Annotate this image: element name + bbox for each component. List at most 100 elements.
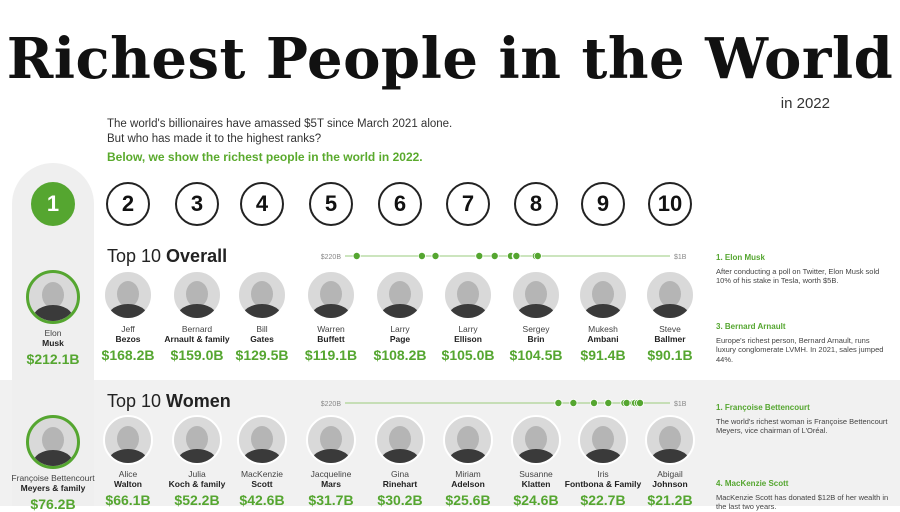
person-last-name: Meyers & family bbox=[20, 483, 86, 493]
person-first-name: Abigail bbox=[657, 469, 683, 479]
person-first-name: Bill bbox=[256, 324, 268, 334]
person-net-worth: $24.6B bbox=[513, 492, 559, 508]
rank-badge-5: 5 bbox=[309, 182, 353, 226]
person-net-worth: $21.2B bbox=[647, 492, 693, 508]
intro-highlight: Below, we show the richest people in the… bbox=[107, 150, 423, 164]
scale-overall: $220B $1B bbox=[321, 251, 687, 261]
person-last-name: Walton bbox=[113, 479, 142, 489]
photo-head-silhouette bbox=[42, 282, 64, 308]
person-last-name: Ballmer bbox=[654, 334, 686, 344]
scale-right-label: $1B bbox=[674, 401, 687, 408]
photo-head-silhouette bbox=[457, 281, 479, 307]
person-name: Françoise Bettencourt Meyers & family bbox=[9, 473, 97, 493]
note-4-text: MacKenzie Scott has donated $12B of her … bbox=[716, 492, 889, 512]
note-3-heading: 1. Françoise Bettencourt bbox=[716, 403, 810, 412]
scale-left-label: $220B bbox=[321, 401, 342, 408]
person-card: MacKenzie Scott $42.6B bbox=[218, 415, 306, 508]
rank-badge-9: 9 bbox=[581, 182, 625, 226]
photo-head-silhouette bbox=[186, 281, 208, 307]
person-net-worth: $25.6B bbox=[445, 492, 491, 508]
person-photo bbox=[26, 270, 80, 324]
person-card: Larry Page $108.2B bbox=[356, 270, 444, 363]
person-first-name: Miriam bbox=[455, 469, 481, 479]
scale-dot bbox=[604, 398, 613, 407]
person-last-name: Ellison bbox=[454, 334, 482, 344]
person-photo bbox=[172, 270, 222, 320]
scale-women: $220B $1B bbox=[321, 398, 687, 408]
person-card: Alice Walton $66.1B bbox=[84, 415, 172, 508]
person-card: Susanne Klatten $24.6B bbox=[492, 415, 580, 508]
photo-body-silhouette bbox=[650, 449, 690, 463]
person-card: Jacqueline Mars $31.7B bbox=[287, 415, 375, 508]
person-photo bbox=[578, 415, 628, 465]
photo-body-silhouette bbox=[177, 304, 217, 318]
person-card: Warren Buffett $119.1B bbox=[287, 270, 375, 363]
section-title-women-bold: Women bbox=[166, 391, 231, 411]
scale-dot bbox=[554, 398, 563, 407]
person-name: Elon Musk bbox=[9, 328, 97, 348]
scale-dot bbox=[512, 251, 521, 260]
section-title-overall-bold: Overall bbox=[166, 246, 228, 266]
person-net-worth: $66.1B bbox=[105, 492, 151, 508]
rank-badge-2: 2 bbox=[106, 182, 150, 226]
scale-dot bbox=[533, 251, 542, 260]
photo-body-silhouette bbox=[242, 304, 282, 318]
person-net-worth: $168.2B bbox=[101, 347, 155, 363]
person-last-name: Klatten bbox=[521, 479, 551, 489]
photo-head-silhouette bbox=[659, 426, 681, 452]
photo-body-silhouette bbox=[516, 304, 556, 318]
section-title-overall-prefix: Top 10 bbox=[107, 246, 167, 266]
person-net-worth: $104.5B bbox=[509, 347, 563, 363]
person-net-worth: $31.7B bbox=[308, 492, 354, 508]
person-last-name: Johnson bbox=[652, 479, 688, 489]
person-card: Bill Gates $129.5B bbox=[218, 270, 306, 363]
photo-body-silhouette bbox=[380, 449, 420, 463]
person-name: Iris Fontbona & Family bbox=[559, 469, 647, 489]
photo-head-silhouette bbox=[42, 427, 64, 453]
person-first-name: Gina bbox=[391, 469, 409, 479]
person-name: MacKenzie Scott bbox=[218, 469, 306, 489]
person-photo bbox=[375, 415, 425, 465]
person-net-worth: $108.2B bbox=[373, 347, 427, 363]
section-title-overall: Top 10 Overall bbox=[107, 246, 227, 267]
photo-body-silhouette bbox=[448, 304, 488, 318]
person-photo bbox=[443, 415, 493, 465]
photo-head-silhouette bbox=[525, 426, 547, 452]
note-4: 4. MacKenzie Scott MacKenzie Scott has d… bbox=[716, 479, 891, 512]
person-net-worth: $52.2B bbox=[174, 492, 220, 508]
note-2: 3. Bernard Arnault Europe's richest pers… bbox=[716, 322, 891, 364]
person-first-name: Jacqueline bbox=[310, 469, 352, 479]
section-title-women: Top 10 Women bbox=[107, 391, 231, 412]
person-first-name: Larry bbox=[390, 324, 410, 334]
person-name: Bill Gates bbox=[218, 324, 306, 344]
person-net-worth: $105.0B bbox=[441, 347, 495, 363]
photo-body-silhouette bbox=[311, 449, 351, 463]
photo-body-silhouette bbox=[242, 449, 282, 463]
person-net-worth: $42.6B bbox=[239, 492, 285, 508]
person-name: Sergey Brin bbox=[492, 324, 580, 344]
person-net-worth: $90.1B bbox=[647, 347, 693, 363]
person-photo bbox=[172, 415, 222, 465]
person-last-name: Buffett bbox=[317, 334, 345, 344]
rank-badge-6: 6 bbox=[378, 182, 422, 226]
note-4-heading: 4. MacKenzie Scott bbox=[716, 479, 789, 488]
photo-head-silhouette bbox=[117, 281, 139, 307]
person-first-name: Alice bbox=[118, 469, 138, 479]
person-card: Julia Koch & family $52.2B bbox=[153, 415, 241, 508]
photo-body-silhouette bbox=[650, 304, 690, 318]
note-2-heading: 3. Bernard Arnault bbox=[716, 322, 786, 331]
scale-dot bbox=[569, 398, 578, 407]
person-first-name: Susanne bbox=[519, 469, 553, 479]
photo-body-silhouette bbox=[448, 449, 488, 463]
person-first-name: Françoise Bettencourt bbox=[11, 473, 95, 483]
person-card: Sergey Brin $104.5B bbox=[492, 270, 580, 363]
person-card: Mukesh Ambani $91.4B bbox=[559, 270, 647, 363]
person-name: Gina Rinehart bbox=[356, 469, 444, 489]
person-last-name: Musk bbox=[42, 338, 64, 348]
photo-body-silhouette bbox=[311, 304, 351, 318]
photo-head-silhouette bbox=[457, 426, 479, 452]
photo-body-silhouette bbox=[33, 305, 73, 321]
person-name: Susanne Klatten bbox=[492, 469, 580, 489]
person-photo bbox=[375, 270, 425, 320]
person-photo bbox=[26, 415, 80, 469]
